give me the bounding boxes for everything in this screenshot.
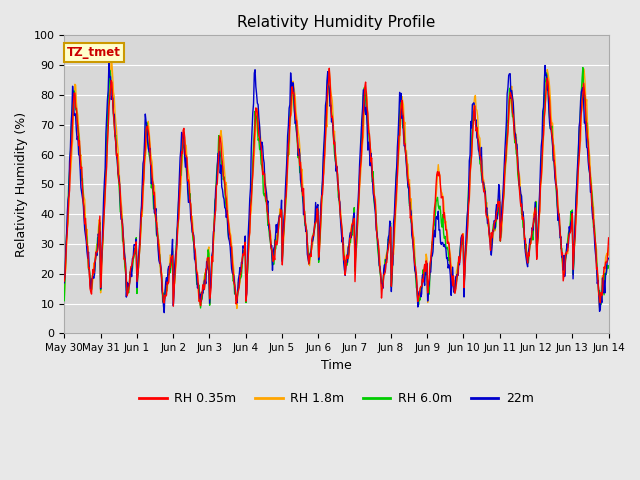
Title: Relativity Humidity Profile: Relativity Humidity Profile	[237, 15, 436, 30]
Text: TZ_tmet: TZ_tmet	[67, 46, 121, 59]
Y-axis label: Relativity Humidity (%): Relativity Humidity (%)	[15, 112, 28, 257]
X-axis label: Time: Time	[321, 359, 352, 372]
Legend: RH 0.35m, RH 1.8m, RH 6.0m, 22m: RH 0.35m, RH 1.8m, RH 6.0m, 22m	[134, 387, 539, 410]
